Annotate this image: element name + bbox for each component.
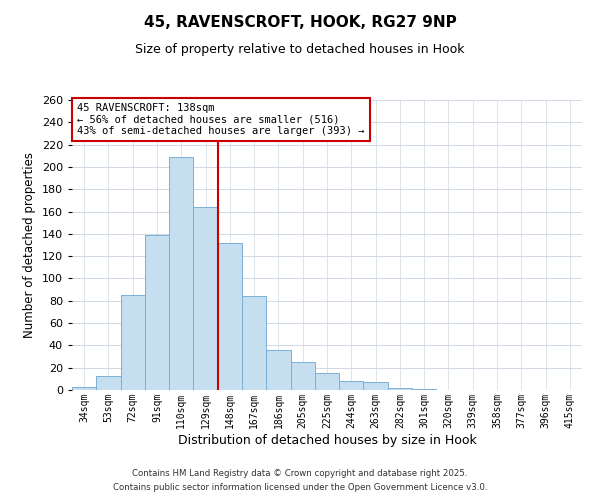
Bar [145,235,169,390]
Text: 45 RAVENSCROFT: 138sqm
← 56% of detached houses are smaller (516)
43% of semi-de: 45 RAVENSCROFT: 138sqm ← 56% of detached… [77,103,365,136]
Text: 45, RAVENSCROFT, HOOK, RG27 9NP: 45, RAVENSCROFT, HOOK, RG27 9NP [143,15,457,30]
Text: Contains HM Land Registry data © Crown copyright and database right 2025.: Contains HM Land Registry data © Crown c… [132,468,468,477]
Bar [412,389,436,390]
Bar [121,295,145,390]
Bar [339,381,364,390]
Bar [388,388,412,390]
Bar [315,374,339,390]
Bar [364,382,388,390]
Text: Size of property relative to detached houses in Hook: Size of property relative to detached ho… [135,42,465,56]
Y-axis label: Number of detached properties: Number of detached properties [23,152,36,338]
Bar [218,243,242,390]
Bar [96,376,121,390]
Text: Contains public sector information licensed under the Open Government Licence v3: Contains public sector information licen… [113,484,487,492]
Bar [193,207,218,390]
Bar [72,386,96,390]
Bar [169,157,193,390]
X-axis label: Distribution of detached houses by size in Hook: Distribution of detached houses by size … [178,434,476,446]
Bar [266,350,290,390]
Bar [242,296,266,390]
Bar [290,362,315,390]
